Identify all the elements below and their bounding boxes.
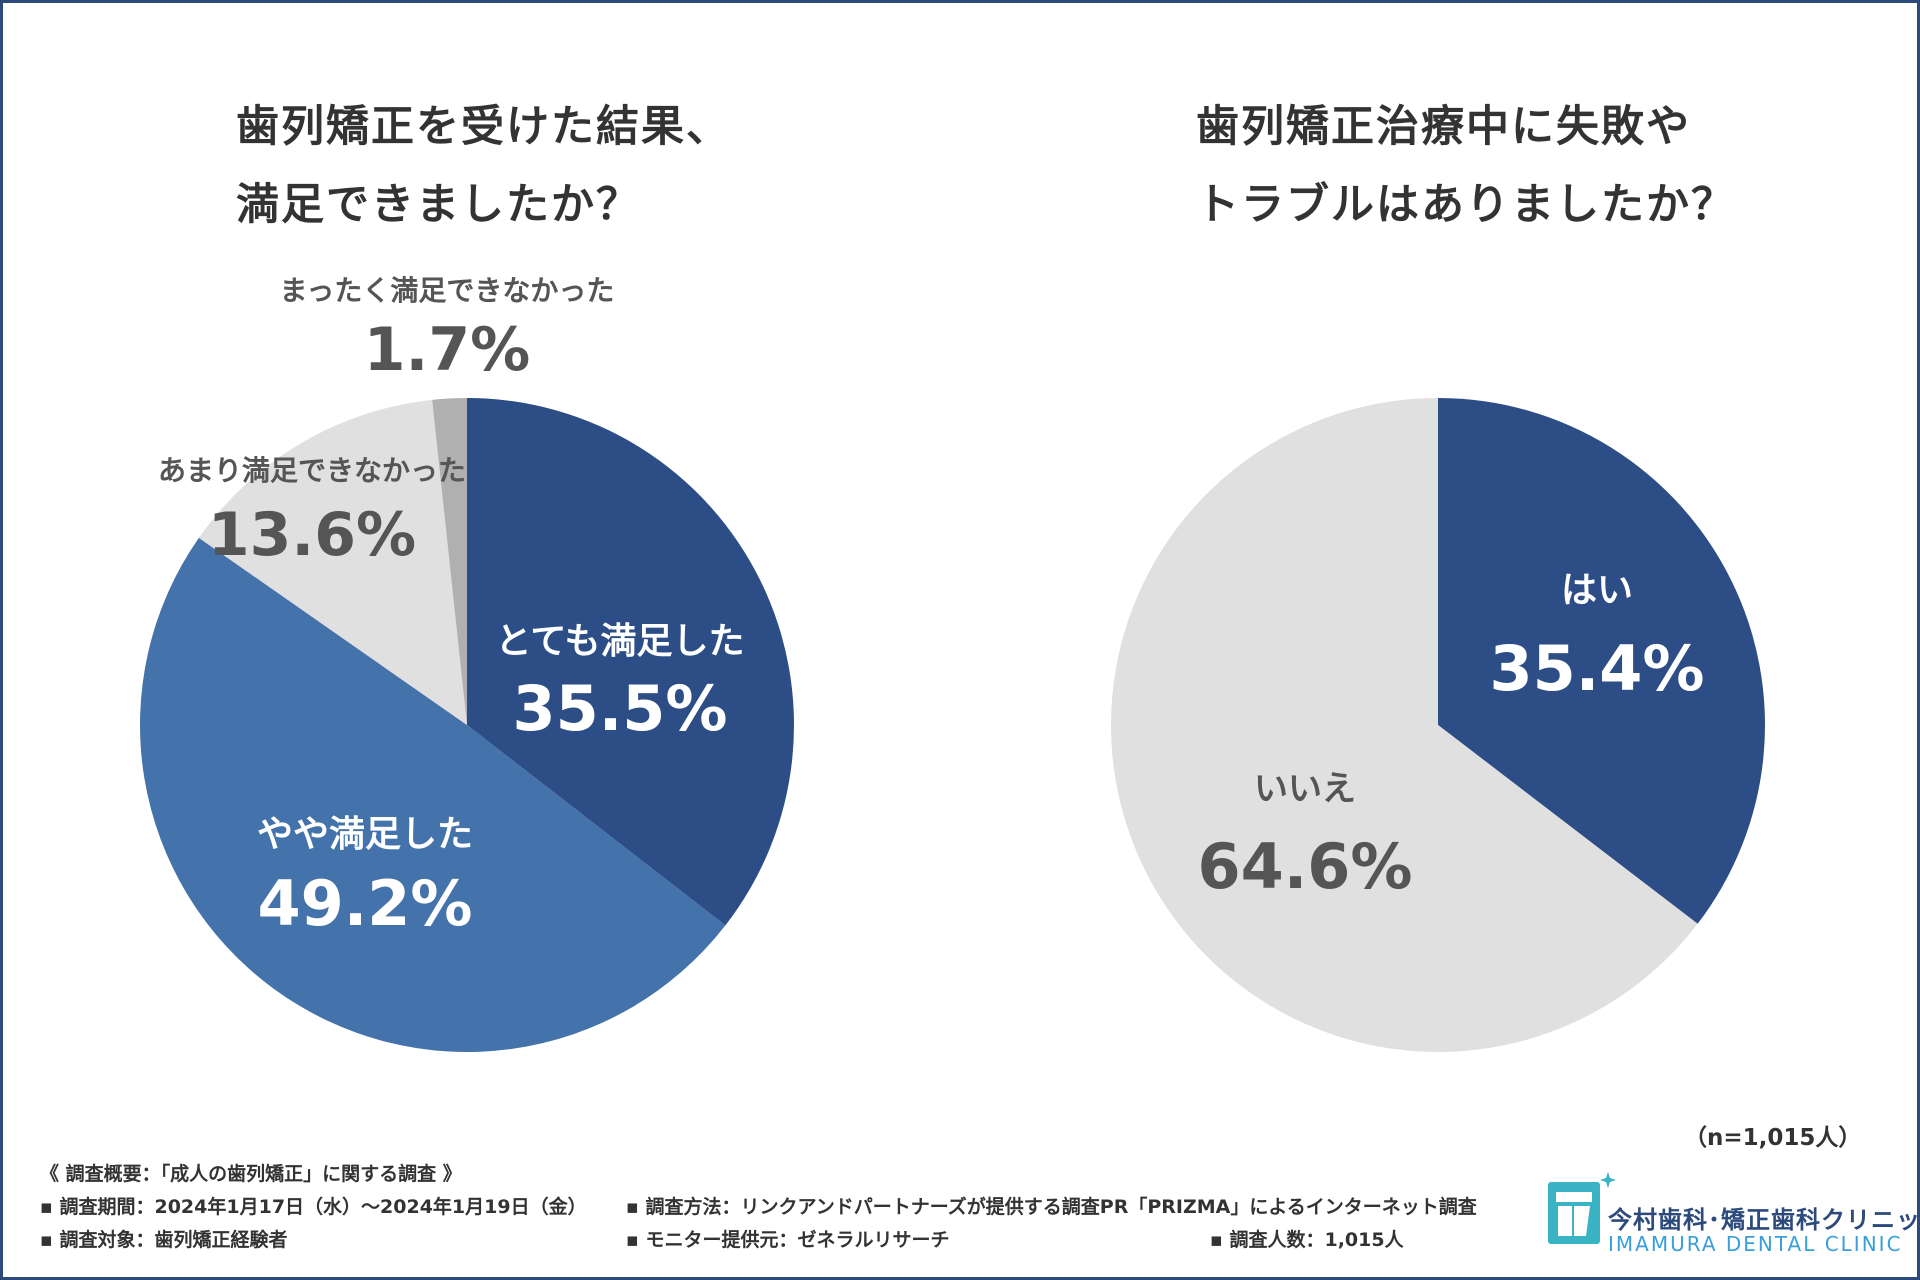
slice-label-3: まったく満足できなかった (280, 274, 615, 307)
slice-label-0: はい (1561, 570, 1633, 611)
slice-value-0: 35.4% (1489, 632, 1704, 705)
pie-slice-3 (432, 398, 467, 725)
slice-value-1: 49.2% (257, 867, 472, 940)
pie-slice-2 (198, 399, 467, 725)
clinic-name-en: IMAMURA DENTAL CLINIC (1608, 1232, 1903, 1256)
survey-method: ▪ 調査方法：リンクアンドパートナーズが提供する調査PR「PRIZMA」によるイ… (626, 1196, 1477, 1218)
survey-target: ▪ 調査対象：歯列矯正経験者 (40, 1229, 288, 1251)
survey-count: ▪ 調査人数：1,015人 (1210, 1229, 1404, 1251)
sample-size-note: （n=1,015人） (1684, 1125, 1862, 1151)
chart-title-trouble: 歯列矯正治療中に失敗や トラブルはありましたか？ (1196, 88, 1736, 244)
slice-label-1: やや満足した (257, 814, 473, 855)
chart-title-satisfaction: 歯列矯正を受けた結果、 満足できましたか？ (236, 88, 731, 244)
slice-value-0: 35.5% (512, 672, 727, 745)
clinic-logo-mark (1548, 1172, 1616, 1244)
survey-monitor: ▪ モニター提供元：ゼネラルリサーチ (626, 1229, 950, 1251)
slice-value-2: 13.6% (208, 500, 416, 570)
title-line-2: トラブルはありましたか？ (1196, 180, 1736, 230)
title-line-2: 満足できましたか？ (236, 180, 641, 230)
survey-period: ▪ 調査期間：2024年1月17日（水）〜2024年1月19日（金） (40, 1196, 587, 1218)
survey-header: 《 調査概要：「成人の歯列矯正」に関する調査 》 (40, 1163, 462, 1185)
slice-label-0: とても満足した (495, 621, 744, 662)
clinic-name-jp: 今村歯科･矯正歯科クリニック (1608, 1206, 1920, 1234)
pie-slice-1 (139, 537, 726, 1053)
title-line-1: 歯列矯正を受けた結果、 (236, 102, 731, 152)
slice-label-2: あまり満足できなかった (158, 454, 466, 487)
slice-label-1: いいえ (1254, 769, 1356, 809)
title-line-1: 歯列矯正治療中に失敗や (1196, 102, 1691, 152)
pie-slice-0 (1438, 398, 1765, 924)
slice-value-1: 64.6% (1197, 830, 1412, 903)
pie-slice-0 (467, 398, 795, 926)
slice-value-3: 1.7% (364, 315, 530, 385)
pie-slice-1 (1111, 398, 1698, 1052)
